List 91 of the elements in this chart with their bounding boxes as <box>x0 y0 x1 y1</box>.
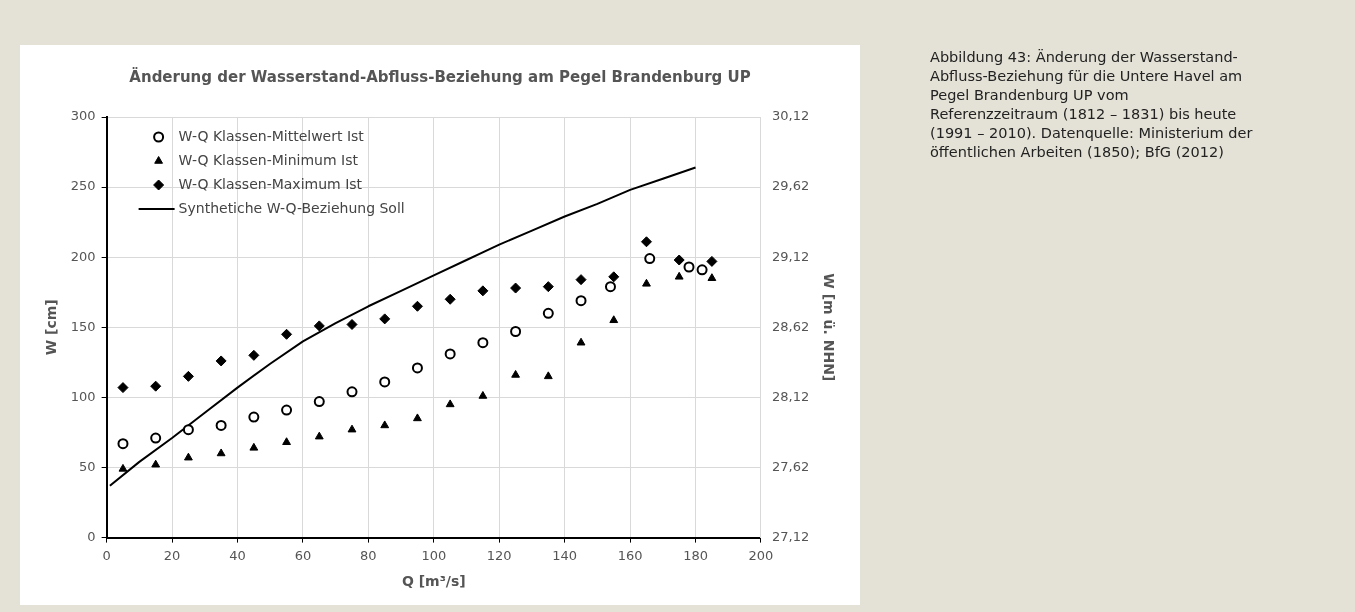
point <box>543 371 553 380</box>
y-axis-title: W [cm] <box>43 299 60 356</box>
y-tick-label: 0 <box>87 528 96 544</box>
point <box>379 376 391 388</box>
point <box>411 362 423 374</box>
y2-tick-label: 28,12 <box>771 388 810 404</box>
point <box>313 396 325 408</box>
point <box>182 370 194 382</box>
point <box>576 337 586 346</box>
y-tick-label: 100 <box>70 388 96 404</box>
point <box>444 348 456 360</box>
point <box>575 274 587 286</box>
point <box>510 326 522 338</box>
y-tick-label: 300 <box>70 108 96 124</box>
point <box>117 382 129 394</box>
x-tick-label: 100 <box>421 547 447 563</box>
x-tick-label: 160 <box>617 547 643 563</box>
point <box>281 404 293 416</box>
point <box>510 282 522 294</box>
legend-label: Synthetiche W-Q-Beziehung Soll <box>178 199 405 216</box>
y-tick-label: 200 <box>70 248 96 264</box>
y2-tick-label: 29,62 <box>771 178 810 194</box>
y2-tick-label: 27,12 <box>771 528 810 544</box>
y2-tick-label: 27,62 <box>771 458 810 474</box>
point <box>248 411 260 423</box>
point <box>413 413 422 422</box>
point <box>511 369 520 378</box>
point <box>347 424 357 433</box>
point <box>411 300 423 312</box>
point <box>314 431 324 440</box>
point <box>642 278 651 287</box>
x-tick-label: 140 <box>552 547 578 563</box>
text: Abbildung 43: Änderung der Wasserstand-Abfluss-Beziehung für die Untere Havel am Pegel Brandenburg UP vom Referenzzeitraum (1812 – 1831) bis heute (1991 – 2010). Datenquelle: Ministerium der öffentlichen Arbeiten (1850); BfG (2012) <box>930 48 1254 162</box>
y-tick-label: 50 <box>79 458 96 474</box>
point <box>608 271 620 283</box>
point <box>706 255 718 267</box>
point <box>249 442 259 451</box>
x-tick-label: 20 <box>163 547 181 563</box>
point <box>640 236 652 248</box>
point <box>282 437 291 446</box>
point <box>674 271 684 280</box>
legend-label: W-Q Klassen-Minimum Ist <box>178 151 359 168</box>
y2-axis-title: W [m ü. NHN] <box>820 273 837 382</box>
point <box>604 281 616 293</box>
point <box>542 281 554 293</box>
point <box>477 285 489 297</box>
point <box>478 391 488 399</box>
x-tick-label: 60 <box>294 547 312 563</box>
x-axis-title: Q [m³/s] <box>401 573 466 590</box>
point <box>542 307 554 319</box>
point <box>151 459 161 468</box>
point <box>216 448 226 457</box>
point <box>215 419 227 431</box>
point <box>182 424 194 436</box>
point <box>673 254 685 266</box>
point <box>707 273 717 281</box>
point <box>346 386 358 398</box>
point <box>609 315 619 324</box>
point <box>184 452 193 461</box>
point <box>477 337 489 349</box>
point <box>313 320 325 332</box>
y-tick-label: 250 <box>70 178 96 194</box>
x-tick-label: 0 <box>102 547 111 563</box>
point <box>150 380 162 392</box>
point <box>281 328 293 340</box>
y2-tick-label: 28,62 <box>771 318 810 334</box>
x-tick-label: 80 <box>360 547 377 563</box>
legend-label: W-Q Klassen-Mittelwert Ist <box>178 127 365 144</box>
y2-tick-label: 30,12 <box>771 108 810 124</box>
point <box>696 264 708 276</box>
point <box>444 293 456 305</box>
y-tick-label: 150 <box>70 318 96 334</box>
x-tick-label: 40 <box>229 547 246 563</box>
point <box>683 261 695 273</box>
point <box>346 319 358 330</box>
point <box>118 463 128 472</box>
chart-title: Änderung der Wasserstand-Abfluss-Beziehung am Pegel Brandenburg UP <box>129 66 751 86</box>
point <box>117 438 129 450</box>
point <box>379 313 391 325</box>
point <box>380 420 390 429</box>
point <box>644 253 656 265</box>
x-tick-label: 200 <box>748 547 774 563</box>
x-tick-label: 180 <box>683 547 708 563</box>
x-tick-label: 120 <box>486 547 512 563</box>
point <box>445 399 455 408</box>
point <box>575 295 587 307</box>
point <box>215 355 227 367</box>
point <box>248 349 260 361</box>
y2-tick-label: 29,12 <box>771 248 810 264</box>
point <box>150 432 162 444</box>
legend-label: W-Q Klassen-Maximum Ist <box>178 175 363 192</box>
